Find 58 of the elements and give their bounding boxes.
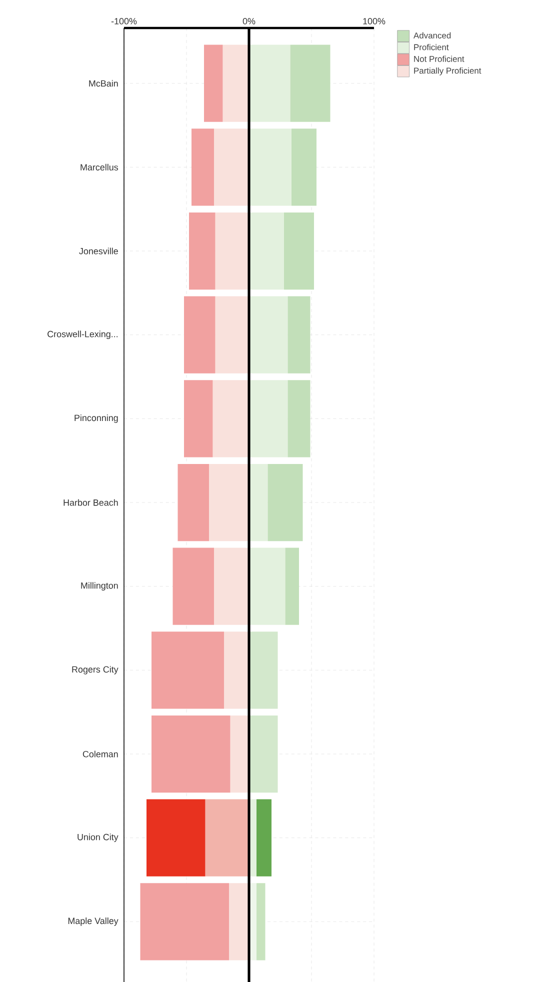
legend-label: Not Proficient — [414, 56, 464, 62]
bar — [249, 632, 278, 709]
legend-label: Proficient — [414, 44, 449, 50]
bar — [184, 296, 216, 374]
y-tick-label: Marcellus — [80, 164, 118, 170]
bar — [284, 212, 314, 290]
bar — [249, 296, 288, 374]
bar — [205, 799, 250, 876]
y-tick-label: Maple Valley — [68, 917, 118, 926]
y-tick-label: Millington — [81, 582, 118, 591]
y-tick-label: Croswell-Lexing... — [48, 330, 118, 340]
bar — [249, 44, 290, 122]
bar — [249, 548, 286, 625]
y-tick-label: Jonesville — [79, 248, 118, 254]
bar — [189, 212, 216, 290]
y-tick-label: Rogers City — [72, 666, 118, 674]
bar — [268, 464, 303, 542]
bar — [212, 380, 250, 458]
bar — [292, 128, 317, 206]
bar — [249, 464, 268, 542]
x-tick-label: 100% — [363, 18, 386, 24]
bar — [172, 548, 214, 625]
bar — [152, 632, 224, 709]
bar — [249, 380, 288, 458]
bar — [256, 799, 272, 876]
bar — [215, 296, 250, 374]
bar — [204, 44, 223, 122]
y-tick-label: Pinconning — [74, 414, 118, 423]
bar — [152, 715, 230, 793]
bar — [230, 715, 250, 793]
bar — [214, 128, 250, 206]
bar — [249, 715, 278, 793]
bar — [209, 464, 250, 542]
legend-label: Advanced — [413, 32, 451, 38]
bar — [184, 380, 213, 458]
bar — [256, 883, 266, 960]
legend-label: Partially Proficient — [414, 67, 482, 76]
bar — [290, 44, 330, 122]
bar — [224, 632, 250, 709]
bar — [249, 212, 284, 290]
bar — [140, 883, 230, 960]
x-tick-label: 0% — [242, 18, 256, 24]
bar — [192, 128, 214, 206]
y-tick-label: Union City — [78, 834, 118, 842]
bar — [288, 380, 310, 458]
bar — [146, 799, 206, 876]
bar — [288, 296, 310, 374]
bar — [285, 548, 300, 625]
bar — [214, 548, 250, 625]
y-tick-label: Coleman — [82, 750, 118, 758]
bar — [229, 883, 250, 960]
bar — [249, 128, 292, 206]
y-tick-label: McBain — [89, 80, 118, 87]
bar — [178, 464, 209, 542]
x-tick-label: -100% — [111, 18, 137, 24]
bar — [215, 212, 250, 290]
bar — [222, 44, 250, 122]
y-tick-label: Harbor Beach — [64, 499, 118, 506]
